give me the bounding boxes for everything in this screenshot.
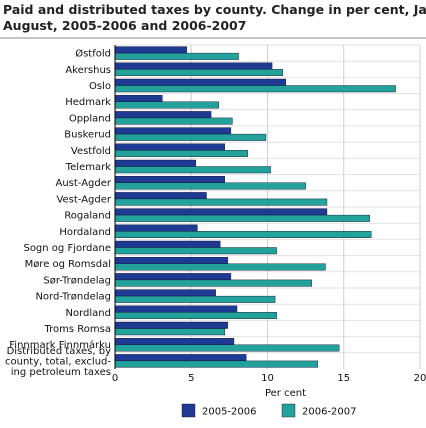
bar-2005-2006	[114, 62, 273, 70]
bar-2005-2006	[114, 127, 232, 135]
category-label: Hordaland	[59, 227, 111, 238]
category-label: Sogn og Fjordane	[23, 243, 111, 254]
bar-2006-2007	[114, 231, 372, 239]
bar-2006-2007	[114, 279, 312, 287]
bar-2006-2007	[114, 360, 319, 368]
category-label: Vestfold	[71, 146, 111, 157]
bar-2006-2007	[114, 85, 396, 93]
bar-2006-2007	[114, 150, 248, 158]
bar-2005-2006	[114, 257, 229, 264]
bar-2005-2006	[114, 159, 197, 167]
category-labels: Østfold Akershus Oslo Hedmark Oppland Buskeru…	[5, 48, 112, 378]
bar-2005-2006	[114, 192, 207, 200]
bar-2005-2006	[114, 208, 328, 216]
legend-swatch	[181, 403, 196, 418]
x-tick-labels: 0 5 10 15 20	[112, 373, 426, 384]
category-label: Møre og Romsdal	[25, 259, 111, 270]
category-label: Oslo	[89, 81, 111, 92]
chart-title-line-2: August, 2005-2006 and 2006-2007	[3, 18, 246, 33]
category-label: Akershus	[65, 65, 111, 76]
category-label: Troms Romsa	[44, 324, 111, 335]
legend-label: 2006-2007	[302, 407, 357, 418]
category-label: Sør-Trøndelag	[43, 275, 111, 286]
bar-2006-2007	[114, 198, 328, 206]
category-label: Vest-Agder	[56, 194, 111, 205]
legend: 2005-2006 2006-2007	[181, 403, 357, 418]
bar-2005-2006	[114, 175, 226, 183]
bar-2005-2006	[114, 94, 163, 102]
category-label: Buskerud	[64, 130, 111, 141]
bar-2005-2006	[114, 321, 229, 329]
bar-2005-2006	[114, 240, 221, 248]
bar-2006-2007	[114, 117, 233, 125]
bar-2006-2007	[114, 166, 271, 174]
bar-2006-2007	[114, 295, 276, 303]
bar-2006-2007	[114, 52, 239, 60]
bar-2005-2006	[114, 338, 235, 345]
category-label: ing petroleum taxes	[11, 367, 111, 378]
category-label: Aust-Agder	[56, 178, 112, 189]
x-tick-label: 5	[188, 373, 194, 384]
bar-2005-2006	[114, 289, 216, 297]
x-tick-label: 0	[112, 373, 118, 384]
legend-swatch	[281, 403, 296, 418]
bar-2006-2007	[114, 133, 267, 141]
category-label: Østfold	[75, 48, 111, 60]
bar-2005-2006	[114, 111, 212, 119]
gridlines	[114, 44, 421, 369]
bars	[114, 46, 396, 368]
bar-2006-2007	[114, 344, 340, 352]
bar-2006-2007	[114, 328, 226, 336]
bar-2005-2006	[114, 305, 238, 313]
bar-2006-2007	[114, 214, 370, 222]
category-label: Rogaland	[64, 211, 111, 222]
bar-2005-2006	[114, 143, 226, 151]
x-axis-label: Per cent	[265, 388, 306, 399]
category-label: Hedmark	[65, 97, 111, 108]
category-label: Nord-Trøndelag	[35, 292, 111, 303]
bar-2005-2006	[114, 273, 232, 281]
category-label: Telemark	[65, 162, 111, 173]
category-label: Nordland	[66, 308, 111, 319]
legend-label: 2005-2006	[202, 407, 257, 418]
category-label: Finnmark Finnmárku	[9, 339, 111, 351]
category-label: county, total, exclud-	[5, 356, 111, 367]
bar-2006-2007	[114, 101, 219, 109]
x-tick-label: 10	[261, 373, 274, 384]
bar-2006-2007	[114, 182, 306, 190]
x-tick-label: 20	[414, 373, 426, 384]
bar-2005-2006	[114, 78, 287, 86]
x-tick-label: 15	[337, 373, 350, 384]
chart-title-line-1: Paid and distributed taxes by county. Ch…	[3, 2, 426, 17]
category-label: Oppland	[69, 113, 111, 124]
bar-2006-2007	[114, 312, 277, 319]
bar-2006-2007	[114, 69, 283, 77]
category-label: Distributed taxes, by	[7, 346, 112, 357]
bar-2006-2007	[114, 263, 326, 271]
bar-2005-2006	[114, 354, 247, 362]
bar-2005-2006	[114, 46, 187, 54]
bar-2005-2006	[114, 224, 198, 232]
bar-2006-2007	[114, 247, 277, 255]
